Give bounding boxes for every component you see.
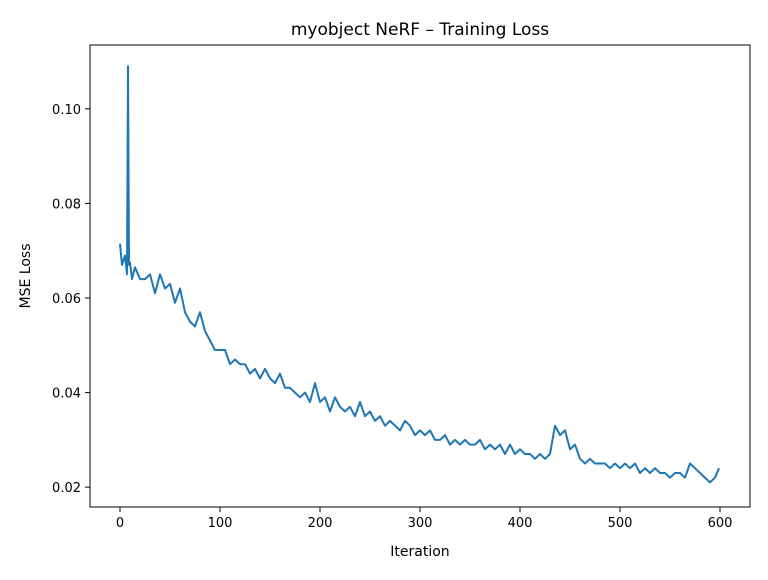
y-axis-label: MSE Loss — [18, 244, 34, 309]
x-tick-label: 100 — [208, 516, 233, 531]
y-tick-label: 0.02 — [52, 481, 81, 496]
y-tick-label: 0.06 — [52, 292, 81, 307]
series-line — [119, 65, 720, 484]
y-tick-label: 0.08 — [52, 197, 81, 212]
x-axis-label: Iteration — [390, 544, 449, 560]
y-tick-label: 0.04 — [52, 387, 81, 402]
x-tick-label: 0 — [116, 516, 124, 531]
x-tick-label: 400 — [508, 516, 533, 531]
x-tick-label: 600 — [708, 516, 733, 531]
plot-frame — [89, 44, 751, 508]
chart-title: myobject NeRF – Training Loss — [291, 20, 549, 40]
x-tick-label: 500 — [608, 516, 633, 531]
y-tick-label: 0.10 — [52, 103, 81, 118]
x-tick-label: 300 — [408, 516, 433, 531]
x-tick-label: 200 — [308, 516, 333, 531]
